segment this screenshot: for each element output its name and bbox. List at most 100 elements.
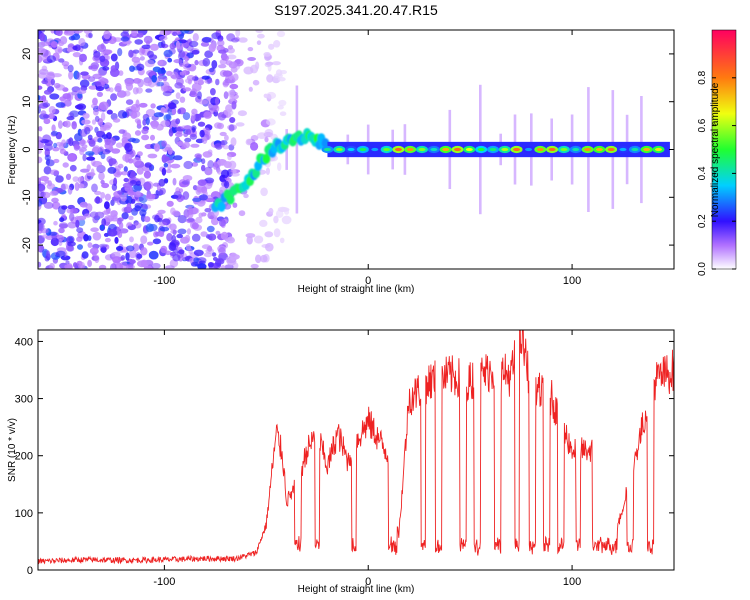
colorbar-tick-label: 0.2 (697, 214, 708, 228)
noise-blob (94, 126, 99, 133)
noise-blob (160, 120, 171, 128)
noise-blob (198, 77, 204, 86)
noise-blob (197, 179, 207, 186)
noise-blob (202, 137, 208, 144)
noise-blob (49, 262, 55, 269)
noise-blob (96, 91, 103, 97)
noise-blob (218, 247, 226, 256)
noise-blob (126, 221, 133, 227)
noise-blob (250, 142, 259, 151)
trace-blob (226, 194, 235, 205)
noise-blob (127, 158, 134, 164)
noise-blob (64, 120, 71, 128)
noise-blob (94, 254, 100, 264)
noise-blob (189, 90, 196, 96)
noise-blob (235, 30, 241, 37)
noise-blob (201, 244, 211, 250)
noise-blob (185, 128, 192, 135)
colorbar: 0.0 0.2 0.4 0.6 0.8 Normalized spectral ampl… (697, 29, 737, 276)
noise-blob (226, 33, 236, 42)
noise-blob (53, 158, 60, 164)
noise-blob (245, 138, 253, 146)
noise-blob (278, 77, 286, 82)
noise-blob (195, 138, 204, 144)
noise-blob (98, 264, 107, 269)
noise-blob (148, 250, 159, 260)
y-tick-label: 20 (21, 48, 33, 60)
noise-blob (79, 201, 88, 208)
x-tick-label: -100 (153, 275, 175, 287)
line-core (359, 147, 367, 152)
noise-blob (158, 231, 165, 238)
noise-blob (150, 120, 159, 127)
noise-blob (39, 32, 46, 42)
noise-blob (171, 234, 177, 243)
noise-blob (51, 124, 56, 132)
noise-blob (38, 136, 43, 142)
noise-blob (141, 134, 150, 141)
noise-blob (121, 171, 128, 176)
noise-blob (136, 63, 145, 71)
noise-blob (161, 40, 166, 48)
noise-blob (118, 129, 126, 134)
noise-blob (159, 226, 170, 232)
noise-blob (104, 237, 111, 243)
noise-blob (266, 74, 274, 83)
noise-blob (42, 102, 51, 108)
noise-blob (224, 180, 230, 189)
noise-region (38, 30, 292, 269)
noise-blob (90, 227, 99, 232)
noise-blob (38, 126, 43, 132)
noise-blob (123, 177, 129, 183)
noise-blob (49, 93, 60, 100)
noise-blob (144, 59, 155, 68)
noise-blob (50, 30, 55, 34)
noise-blob (140, 259, 148, 268)
noise-blob (103, 122, 113, 129)
noise-blob (145, 88, 153, 93)
noise-blob (173, 59, 183, 64)
zero-frequency-line (321, 141, 670, 158)
noise-blob (112, 256, 122, 264)
noise-blob (182, 191, 190, 200)
noise-blob (81, 251, 89, 259)
noise-blob (86, 164, 91, 171)
noise-blob (158, 221, 168, 226)
noise-blob (158, 178, 166, 187)
noise-blob (59, 148, 67, 155)
noise-blob (141, 44, 152, 49)
noise-blob (232, 202, 238, 208)
noise-blob (168, 242, 177, 252)
noise-blob (201, 36, 212, 43)
line-core (335, 147, 343, 152)
noise-blob (248, 86, 253, 92)
noise-blob (227, 75, 236, 84)
noise-blob (38, 106, 41, 114)
noise-blob (279, 207, 290, 212)
noise-blob (38, 177, 41, 184)
noise-blob (191, 222, 199, 230)
y-tick-label: 100 (15, 508, 33, 520)
noise-blob (246, 235, 253, 245)
noise-blob (205, 248, 214, 254)
noise-blob (132, 49, 140, 54)
noise-blob (226, 54, 237, 60)
noise-blob (73, 143, 80, 151)
noise-blob (215, 230, 221, 235)
noise-blob (38, 148, 42, 154)
noise-blob (104, 138, 111, 146)
noise-blob (103, 209, 111, 215)
noise-blob (65, 173, 72, 180)
noise-blob (194, 59, 199, 66)
noise-blob (189, 133, 198, 140)
noise-blob (175, 92, 181, 100)
noise-blob (257, 33, 265, 39)
noise-blob (152, 182, 160, 187)
line-core (383, 147, 391, 152)
y-tick-label: -20 (21, 237, 33, 253)
noise-blob (117, 110, 127, 119)
noise-blob (140, 235, 148, 244)
line-core (643, 147, 651, 152)
noise-blob (38, 72, 48, 79)
noise-blob (51, 197, 59, 203)
